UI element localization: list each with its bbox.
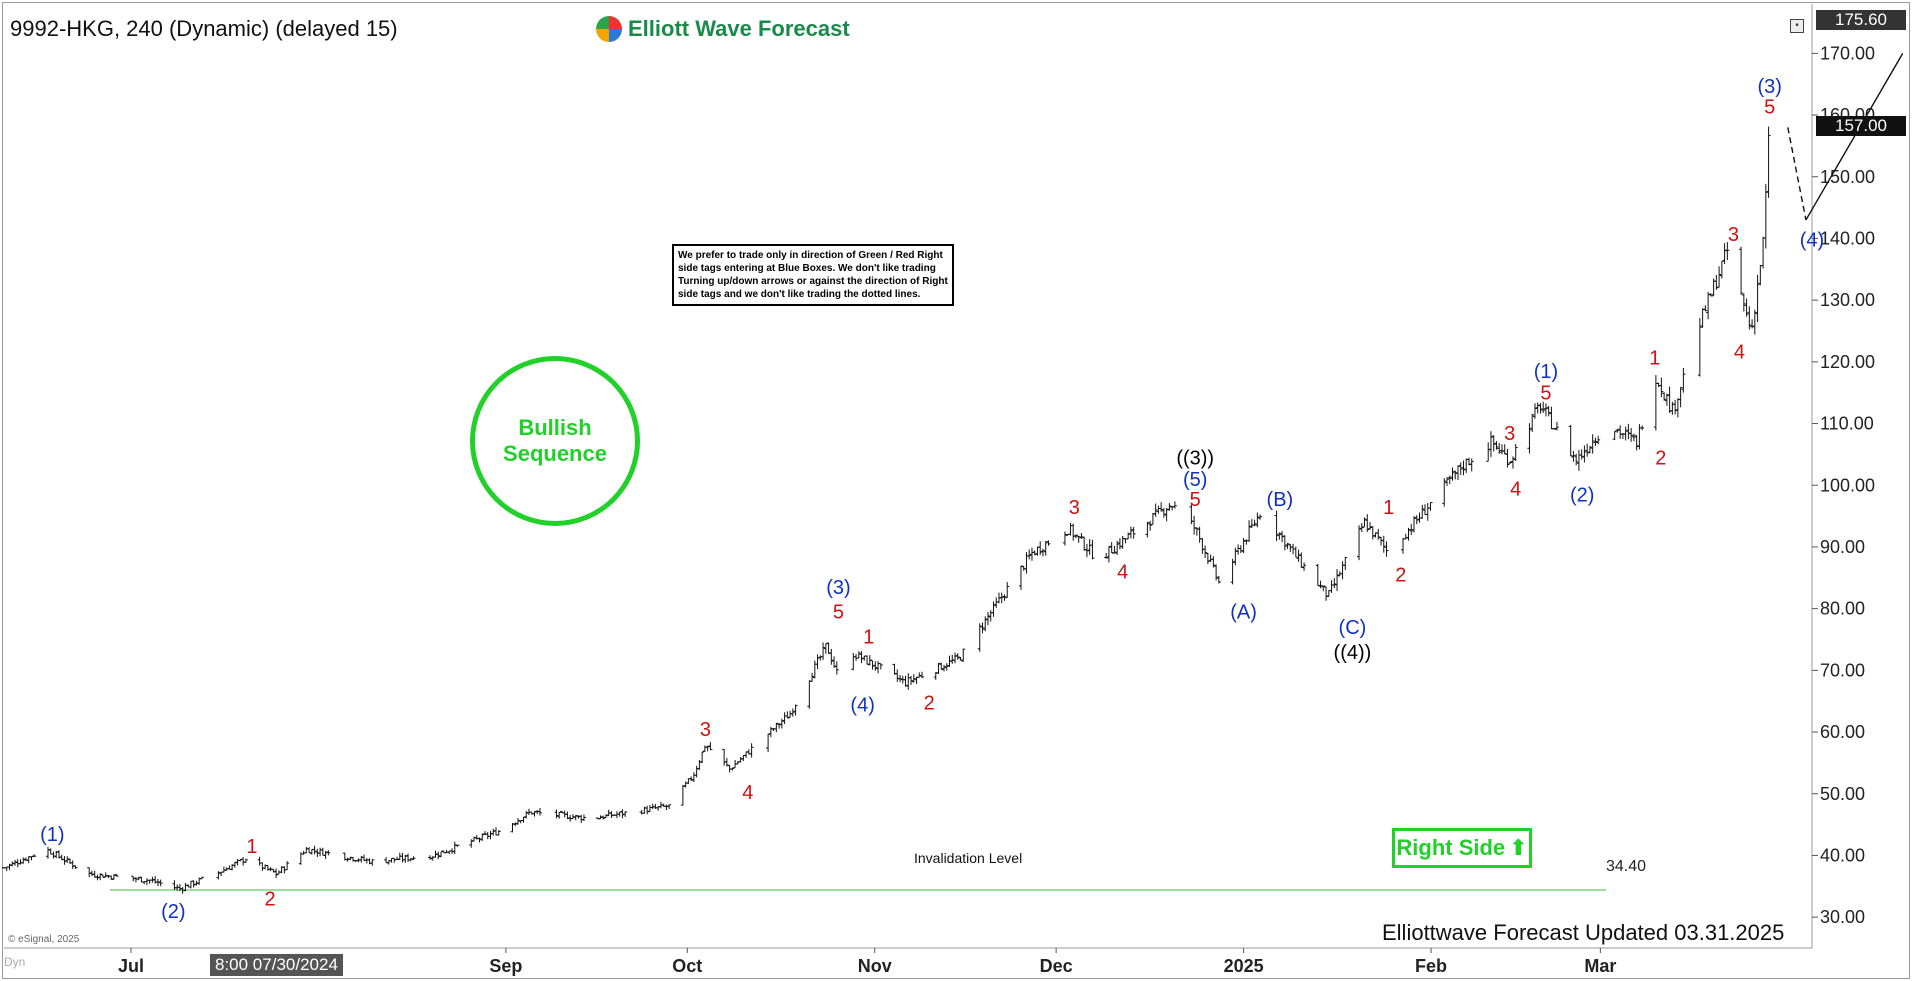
trading-disclaimer: We prefer to trade only in direction of … (672, 244, 954, 306)
wave-label: 2 (1395, 565, 1406, 587)
wave-label: (3) (826, 577, 850, 599)
x-tick-label: Jul (118, 956, 144, 976)
wave-label: (2) (1570, 485, 1594, 507)
wave-label: 3 (1728, 224, 1739, 246)
wave-label: (C) (1339, 617, 1367, 639)
wave-label: (A) (1230, 602, 1257, 624)
bullish-line-2: Sequence (503, 441, 607, 466)
projection-solid-line (1805, 53, 1904, 221)
wave-label: 1 (863, 626, 874, 648)
y-tick-label: 110.00 (1820, 414, 1874, 434)
y-tick-label: 50.00 (1820, 784, 1865, 804)
x-tick-label: Nov (858, 956, 892, 976)
y-tick-label: 80.00 (1820, 599, 1865, 619)
updated-note: Elliottwave Forecast Updated 03.31.2025 (1382, 920, 1785, 945)
wave-label: ((4)) (1334, 642, 1372, 664)
x-tick-label: Oct (672, 956, 702, 976)
wave-label: (4) (850, 694, 874, 716)
wave-label: 2 (1655, 447, 1666, 469)
y-tick-label: 70.00 (1820, 660, 1865, 680)
projection-dashed-line (1787, 127, 1807, 221)
y-tick-label: 130.00 (1820, 290, 1875, 310)
x-tick-label: Mar (1584, 956, 1616, 976)
wave-label: 5 (1764, 96, 1775, 118)
x-tick-label: 2025 (1224, 956, 1264, 976)
bullish-line-1: Bullish (518, 415, 592, 440)
wave-label: 3 (1504, 423, 1515, 445)
x-tick-label: Feb (1415, 956, 1447, 976)
wave-label: 4 (1510, 478, 1521, 500)
right-side-tag: Right Side ⬆ (1392, 828, 1532, 868)
wave-label: 4 (1734, 341, 1745, 363)
bullish-sequence-badge: Bullish Sequence (470, 356, 640, 526)
wave-label: (2) (161, 901, 185, 923)
wave-label: 2 (264, 889, 275, 911)
wave-label: 3 (700, 719, 711, 741)
wave-label: 4 (1117, 562, 1128, 584)
y-tick-label: 170.00 (1820, 43, 1875, 63)
right-side-label: Right Side (1396, 835, 1506, 860)
x-tick-label: Sep (489, 956, 522, 976)
wave-label: (1) (40, 824, 64, 846)
y-tick-label: 140.00 (1820, 228, 1875, 248)
copyright-note: © eSignal, 2025 (8, 934, 80, 945)
dyn-indicator: Dyn (4, 955, 26, 969)
y-tick-label: 60.00 (1820, 722, 1865, 742)
chart-menu-icon[interactable]: ▪ (1790, 19, 1804, 33)
wave-label: (5) (1183, 469, 1207, 491)
wave-label: 5 (1190, 489, 1201, 511)
y-tick-label: 40.00 (1820, 845, 1865, 865)
wave-label: 1 (1649, 348, 1660, 370)
brand-logo: Elliott Wave Forecast (596, 16, 850, 42)
logo-globe-icon (596, 16, 622, 42)
wave-label: 5 (833, 602, 844, 624)
wave-label: (B) (1267, 489, 1294, 511)
wave-label: 1 (246, 836, 257, 858)
logo-text: Elliott Wave Forecast (628, 16, 850, 41)
x-tick-label: Dec (1040, 956, 1073, 976)
y-tick-label: 30.00 (1820, 907, 1865, 927)
y-tick-label: 100.00 (1820, 475, 1875, 495)
invalidation-value: 34.40 (1606, 858, 1647, 875)
wave-label: (3) (1757, 76, 1781, 98)
invalidation-label: Invalidation Level (914, 850, 1023, 866)
up-arrow-icon: ⬆ (1509, 835, 1528, 860)
wave-label: 5 (1540, 383, 1551, 405)
wave-label: 4 (742, 782, 753, 804)
wave-label: (1) (1534, 361, 1558, 383)
high-price-tag: 175.60 (1816, 10, 1906, 30)
y-tick-label: 150.00 (1820, 167, 1875, 187)
wave-label: 3 (1069, 497, 1080, 519)
wave-label: 1 (1383, 497, 1394, 519)
wave-label: 2 (924, 692, 935, 714)
last-price-tag: 157.00 (1816, 116, 1906, 136)
crosshair-date-label: 8:00 07/30/2024 (210, 954, 343, 976)
wave-label: ((3)) (1176, 447, 1214, 469)
y-tick-label: 90.00 (1820, 537, 1865, 557)
symbol-title: 9992-HKG, 240 (Dynamic) (delayed 15) (10, 16, 398, 41)
y-tick-label: 120.00 (1820, 352, 1875, 372)
wave-label: (4) (1800, 230, 1824, 252)
